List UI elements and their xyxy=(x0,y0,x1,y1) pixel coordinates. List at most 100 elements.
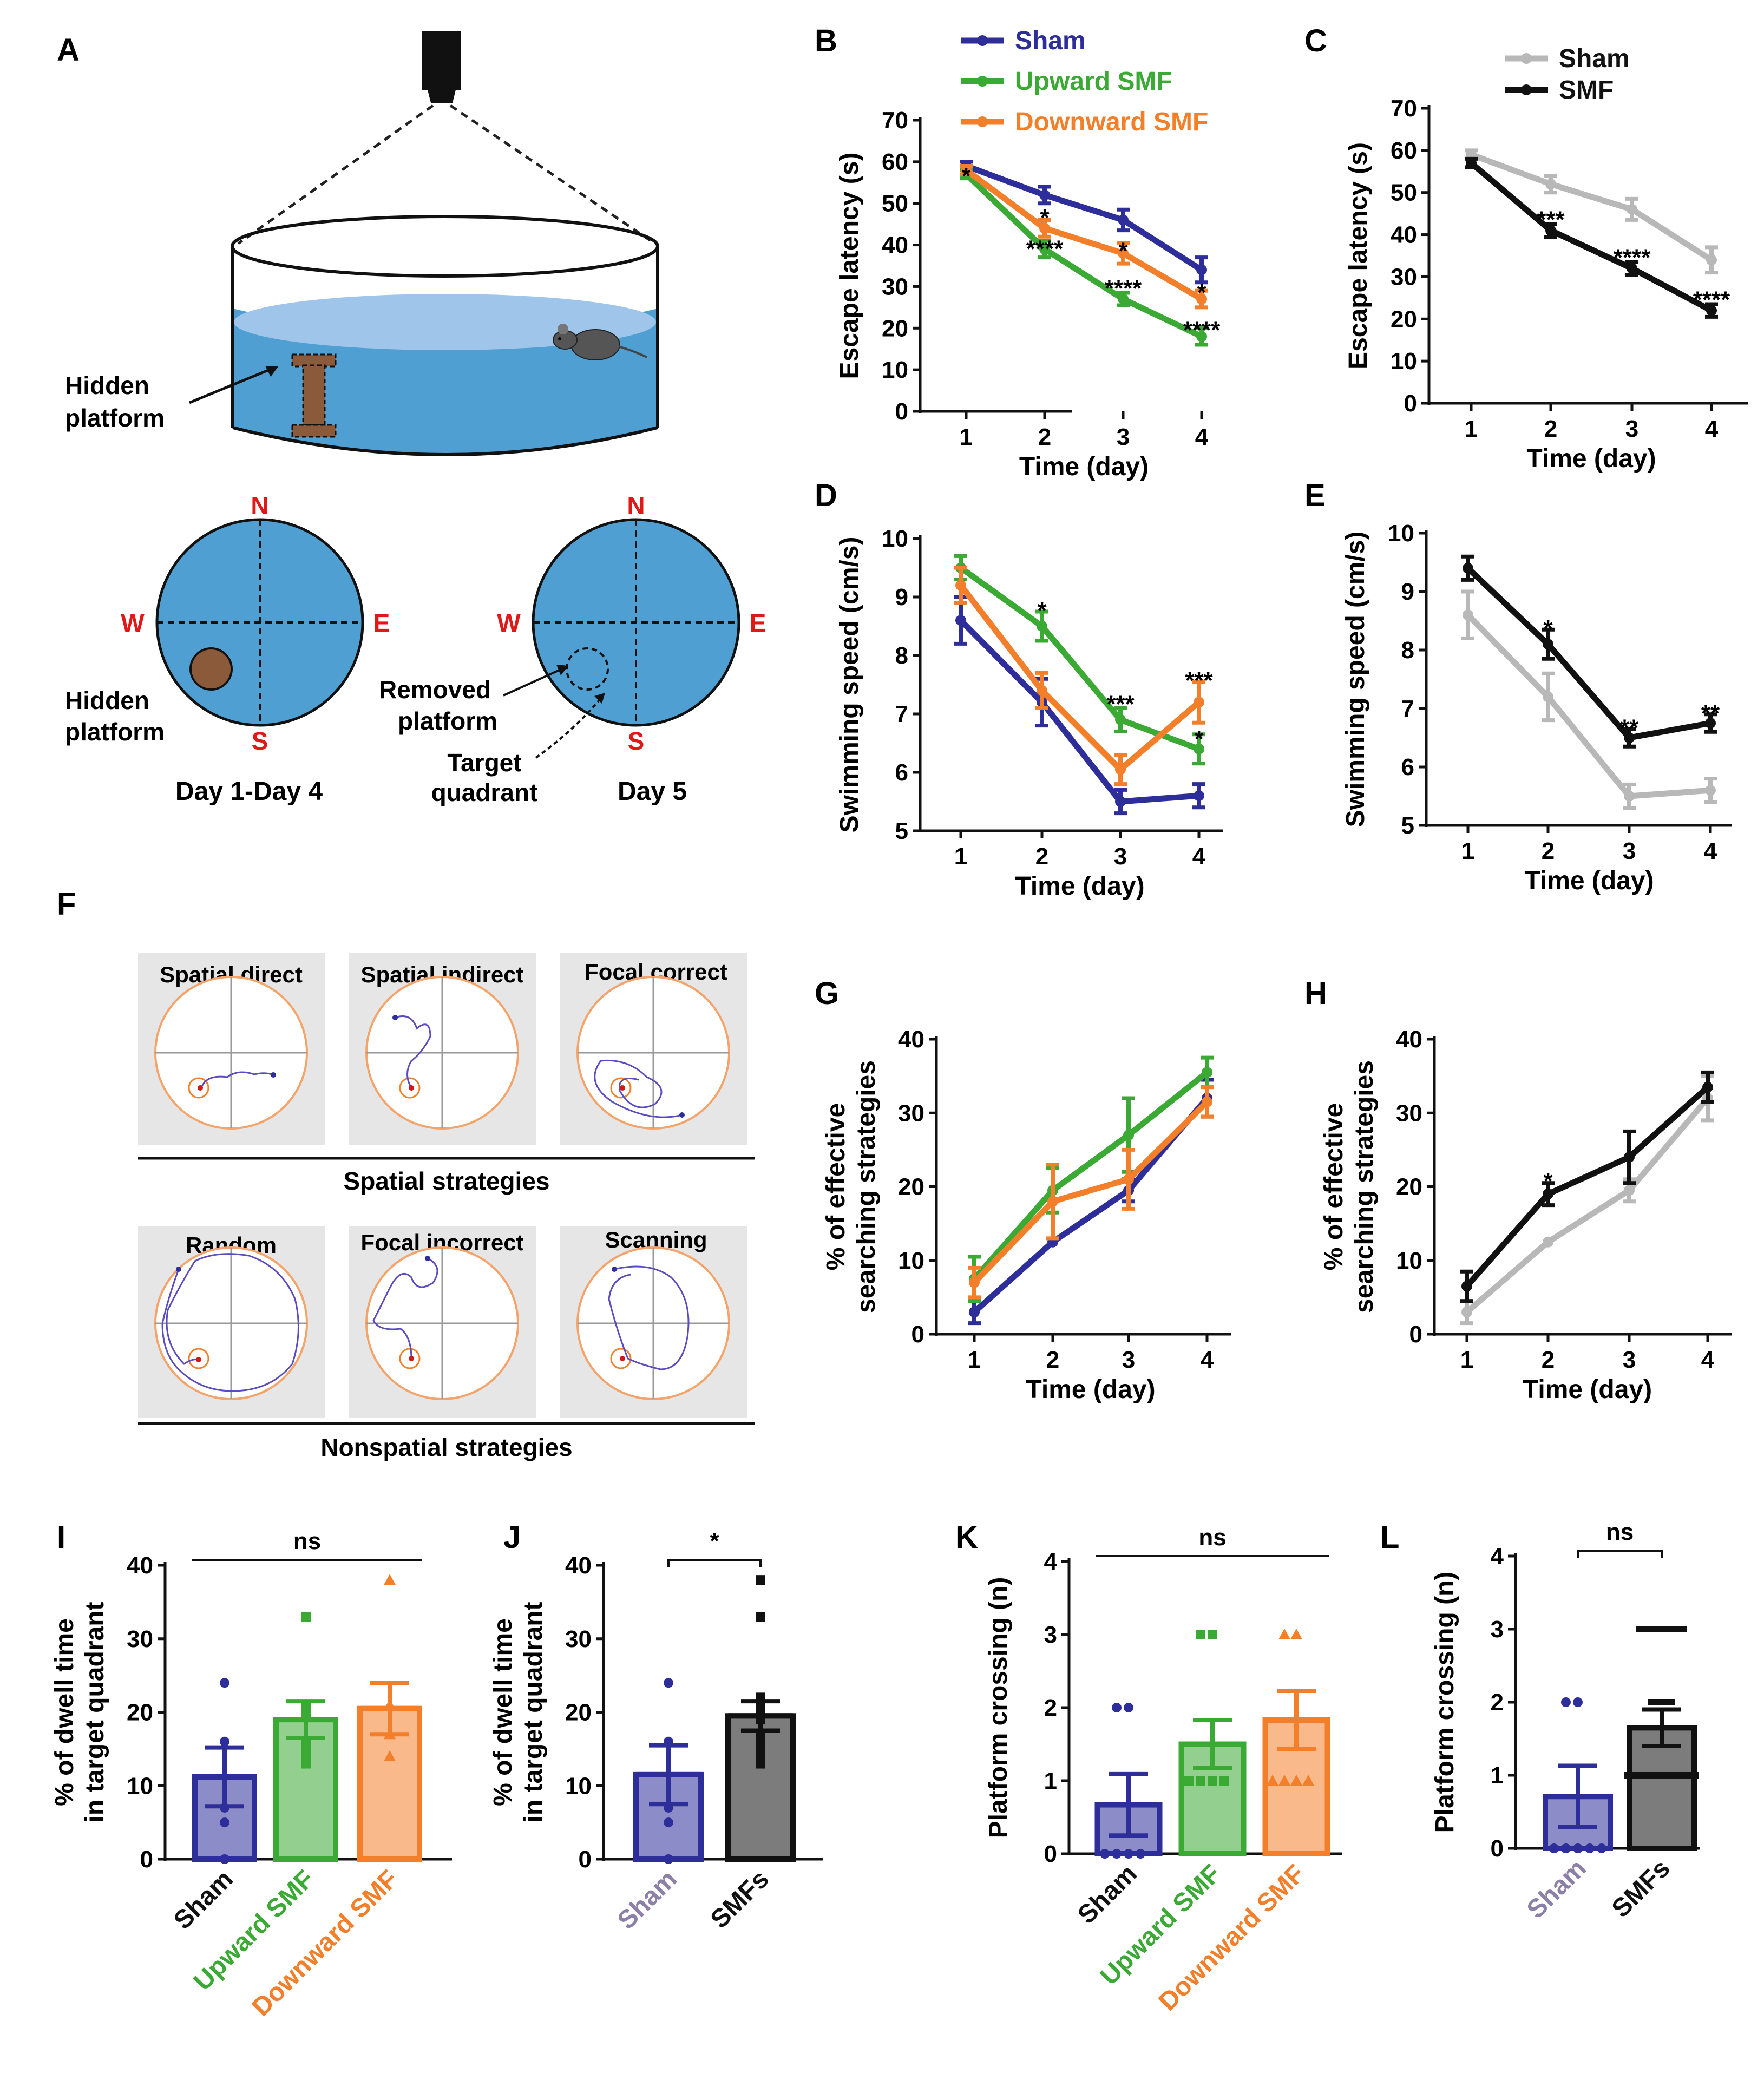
data-point xyxy=(1115,796,1126,807)
x-tick-label: 2 xyxy=(1542,838,1555,864)
target-quadrant-label-2: quadrant xyxy=(431,778,538,806)
sample-point xyxy=(384,1750,396,1761)
y-tick-label: 40 xyxy=(565,1552,592,1579)
compass-w-right: W xyxy=(497,609,521,637)
legend-label: SMF xyxy=(1559,76,1614,104)
data-point xyxy=(1196,331,1207,342)
sample-point xyxy=(1112,1849,1122,1859)
y-tick-label: 5 xyxy=(1401,812,1414,839)
significance-label: ns xyxy=(1198,1524,1226,1551)
x-axis-label: Time (day) xyxy=(1026,1375,1155,1404)
data-point xyxy=(1624,732,1635,743)
y-axis-label: Platform crossing (n) xyxy=(984,1577,1013,1839)
sample-point xyxy=(664,1802,673,1813)
y-tick-label: 30 xyxy=(898,1100,924,1126)
x-axis-label: Time (day) xyxy=(1524,867,1654,895)
category-label: SMFs xyxy=(705,1865,775,1934)
x-tick-label: 2 xyxy=(1038,424,1051,450)
caption-day1-4: Day 1-Day 4 xyxy=(175,777,323,806)
data-point xyxy=(1196,264,1207,275)
sample-point xyxy=(301,1736,311,1747)
data-point xyxy=(1543,691,1553,703)
sample-point xyxy=(384,1574,396,1585)
significance-label: ns xyxy=(293,1528,321,1554)
x-tick-label: 1 xyxy=(1465,416,1478,442)
y-axis-label: % of dwell timein target quadrant xyxy=(50,1602,109,1822)
y-tick-label: 10 xyxy=(1391,348,1417,375)
x-tick-label: 2 xyxy=(1035,843,1048,870)
y-tick-label: 0 xyxy=(1404,390,1417,417)
significance-mark: **** xyxy=(1026,235,1064,262)
y-axis-label-line: searching strategies xyxy=(852,1060,881,1313)
series-line-sham xyxy=(1470,152,1713,263)
series-line-smf xyxy=(1469,161,1713,313)
sample-point xyxy=(1290,1629,1302,1639)
y-tick-label: 30 xyxy=(127,1626,153,1652)
category-label: SMFs xyxy=(1606,1854,1676,1923)
legend-marker xyxy=(1521,53,1532,64)
y-axis-label-line: % of dwell time xyxy=(50,1618,79,1806)
y-axis-label: Escape latency (s) xyxy=(835,153,864,379)
x-axis-label: Time (day) xyxy=(1526,444,1656,473)
removed-platform-outline xyxy=(566,647,609,691)
significance-mark: **** xyxy=(1183,317,1221,343)
y-axis-label-line: in target quadrant xyxy=(81,1602,109,1822)
data-point xyxy=(1118,247,1129,259)
legend-marker xyxy=(977,76,988,87)
sample-point xyxy=(1660,1626,1687,1632)
compass-n-left: N xyxy=(251,491,268,520)
chart-g: G 0 10 20 30 40 % of effectivesearching strate… xyxy=(815,976,1231,1404)
strategy-tile-spatial-indirect: Spatial indirect xyxy=(349,953,536,1145)
caption-day5: Day 5 xyxy=(618,777,687,806)
x-tick-label: 4 xyxy=(1705,416,1719,442)
data-point xyxy=(955,580,966,591)
y-axis-label: % of effectivesearching strategies xyxy=(822,1060,881,1313)
data-point xyxy=(1466,158,1477,169)
y-tick-label: 0 xyxy=(895,398,908,425)
sample-point xyxy=(1124,1703,1133,1712)
chart-l: L 0 1 2 3 4 Platform crossing (n) Sham SMFs ns xyxy=(1380,1519,1700,1924)
sample-point xyxy=(1573,1843,1583,1853)
data-point xyxy=(1543,1189,1553,1200)
y-axis-label-line: Escape latency (s) xyxy=(1344,142,1373,369)
series-line-upward-smf xyxy=(964,172,1203,339)
spatial-strategies-label: Spatial strategies xyxy=(344,1167,550,1195)
sample-point xyxy=(220,1802,229,1813)
y-tick-label: 10 xyxy=(1388,520,1414,547)
data-point xyxy=(1627,204,1637,215)
y-tick-label: 9 xyxy=(895,584,908,611)
data-point xyxy=(1705,785,1716,796)
series-line-smf xyxy=(1466,566,1711,741)
series-line-downward-smf xyxy=(972,1099,1209,1285)
compass-e-left: E xyxy=(373,609,390,637)
sample-point xyxy=(384,1698,396,1710)
chart-h: H 0 10 20 30 40 % of effectivesearching strate… xyxy=(1304,976,1732,1404)
removed-platform-label: Removed xyxy=(379,675,491,704)
category-label: Sham xyxy=(612,1865,683,1935)
y-axis-label-line: Escape latency (s) xyxy=(835,153,864,379)
y-tick-label: 10 xyxy=(898,1248,924,1274)
series-line-smf xyxy=(1464,1085,1710,1289)
target-quadrant-label: Target xyxy=(447,749,521,777)
significance-mark: *** xyxy=(1106,691,1135,717)
sample-point xyxy=(1112,1703,1122,1712)
strategy-tile-scanning: Scanning xyxy=(560,1226,747,1418)
y-axis-label-line: % of effective xyxy=(1320,1103,1348,1270)
data-point xyxy=(1705,718,1716,729)
sample-point xyxy=(1597,1843,1606,1853)
x-tick-label: 4 xyxy=(1192,843,1206,870)
data-point xyxy=(969,1307,980,1318)
y-tick-label: 20 xyxy=(127,1700,153,1726)
sample-point xyxy=(756,1729,765,1740)
legend-label: Upward SMF xyxy=(1015,67,1172,96)
data-point xyxy=(1194,790,1204,802)
sample-point xyxy=(301,1759,311,1769)
y-tick-label: 60 xyxy=(1391,137,1417,164)
data-point xyxy=(1194,743,1204,754)
y-tick-label: 8 xyxy=(895,642,908,669)
category-label: Downward SMF xyxy=(247,1865,404,2022)
data-point xyxy=(1123,1173,1134,1185)
sample-point xyxy=(664,1817,673,1828)
series-line-upward-smf xyxy=(972,1070,1209,1281)
pool-map-day1-4: N S W E Hidden platform Day 1-Day 4 xyxy=(65,491,390,806)
